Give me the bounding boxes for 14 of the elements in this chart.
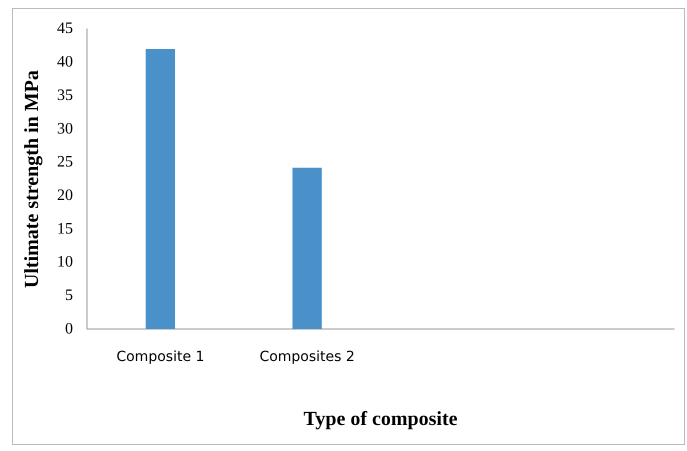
y-tick-label: 5 [65,287,73,304]
y-tick-label: 10 [57,254,73,271]
x-axis-title: Type of composite [303,408,458,430]
y-tick-label: 20 [57,186,73,204]
y-tick-label: 35 [57,86,73,104]
y-tick-label: 25 [57,154,73,171]
y-tick-label: 0 [65,320,73,338]
x-tick-label: Composites 2 [259,349,355,366]
y-tick-label: 15 [57,220,73,238]
y-axis-title: Ultimate strength in MPa [21,70,44,288]
y-tick-label: 30 [57,120,73,138]
y-tick-label: 40 [57,54,73,71]
y-tick-label: 45 [57,20,73,38]
x-tick-label: Composite 1 [116,349,204,366]
